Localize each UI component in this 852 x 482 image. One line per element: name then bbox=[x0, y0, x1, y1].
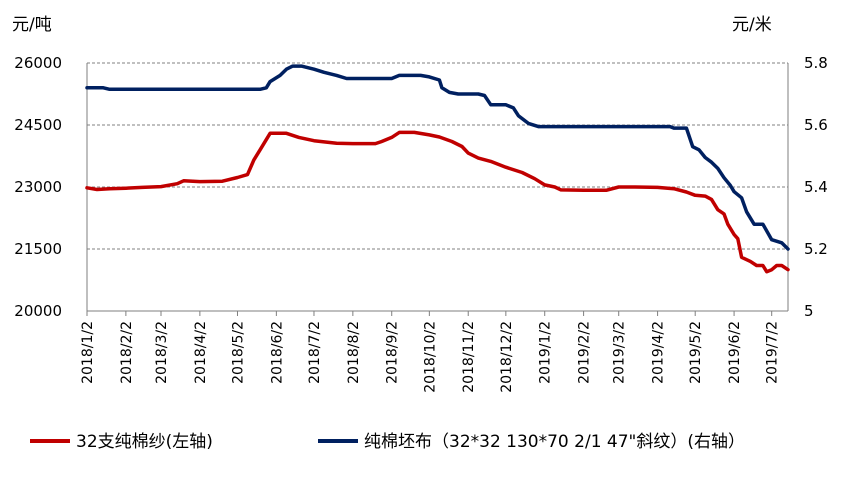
right-axis-unit: 元/米 bbox=[732, 15, 772, 35]
series-line-grey-fabric bbox=[85, 64, 790, 251]
x-tick-label: 2019/7/2 bbox=[765, 321, 781, 384]
x-tick-label: 2019/3/2 bbox=[612, 321, 628, 384]
right-tick-label: 5.2 bbox=[804, 240, 828, 258]
gridlines bbox=[87, 62, 788, 250]
left-tick-label: 23000 bbox=[14, 178, 62, 196]
right-tick-label: 5.4 bbox=[804, 178, 828, 196]
left-tick-label: 26000 bbox=[14, 54, 62, 72]
series-layer bbox=[85, 64, 790, 274]
x-tick-label: 2018/7/2 bbox=[307, 321, 323, 384]
x-tick-label: 2018/6/2 bbox=[269, 321, 285, 384]
right-tick-label: 5.8 bbox=[804, 54, 828, 72]
axes: 20000 21500 23000 24500 26000 5 5.2 5.4 5.6 5.8 20… bbox=[14, 54, 828, 393]
x-tick-label: 2018/1/2 bbox=[80, 321, 96, 384]
x-tick-label: 2019/4/2 bbox=[651, 321, 667, 384]
legend-label-grey-fabric: 纯棉坯布（32*32 130*70 2/1 47"斜纹）(右轴） bbox=[364, 432, 745, 452]
x-tick-label: 2018/9/2 bbox=[385, 321, 401, 384]
x-tick-label: 2019/5/2 bbox=[688, 321, 704, 384]
left-tick-label: 24500 bbox=[14, 116, 62, 134]
x-tick-label: 2018/8/2 bbox=[346, 321, 362, 384]
legend-label-cotton-yarn: 32支纯棉纱(左轴) bbox=[76, 432, 213, 452]
x-tick-label: 2018/2/2 bbox=[119, 321, 135, 384]
left-tick-label: 21500 bbox=[14, 240, 62, 258]
x-tick-label: 2019/1/2 bbox=[538, 321, 554, 384]
x-tick-label: 2018/12/2 bbox=[499, 321, 515, 393]
x-tick-label: 2018/10/2 bbox=[422, 321, 438, 393]
x-tick-label: 2018/3/2 bbox=[154, 321, 170, 384]
right-tick-label: 5.6 bbox=[804, 116, 828, 134]
series-line-cotton-yarn bbox=[85, 130, 790, 274]
x-tick-label: 2018/4/2 bbox=[193, 321, 209, 384]
right-tick-label: 5 bbox=[804, 302, 814, 320]
legend: 32支纯棉纱(左轴) 纯棉坯布（32*32 130*70 2/1 47"斜纹）(… bbox=[30, 432, 745, 452]
x-tick-label: 2019/6/2 bbox=[727, 321, 743, 384]
x-tick-label: 2018/11/2 bbox=[461, 321, 477, 393]
x-tick-label: 2019/2/2 bbox=[577, 321, 593, 384]
x-tick-label: 2018/5/2 bbox=[230, 321, 246, 384]
left-tick-label: 20000 bbox=[14, 302, 62, 320]
left-axis-unit: 元/吨 bbox=[12, 15, 52, 35]
